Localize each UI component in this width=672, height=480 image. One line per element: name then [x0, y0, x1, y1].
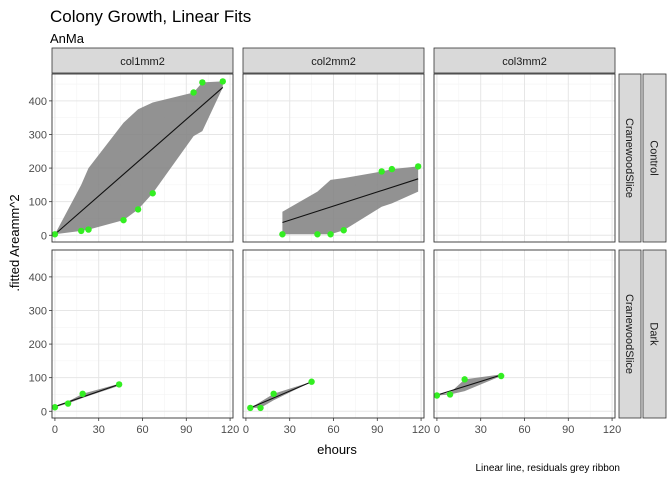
data-point — [446, 391, 454, 398]
panel-border — [433, 73, 616, 243]
x-tick-label: 60 — [327, 424, 339, 436]
x-tick-label: 90 — [562, 424, 574, 436]
data-point — [388, 165, 396, 173]
x-tick-label: 0 — [52, 424, 58, 436]
row-strip-inner — [618, 249, 642, 419]
row-strip-outer-label: Dark — [648, 322, 660, 346]
data-point — [247, 404, 254, 412]
data-point — [340, 227, 347, 234]
y-tick-label: 100 — [29, 197, 47, 209]
data-point — [497, 372, 505, 380]
data-point — [257, 404, 264, 412]
y-tick-label: 100 — [29, 373, 47, 385]
data-point — [314, 231, 321, 238]
data-point — [79, 390, 86, 398]
column-strip-label: col1mm2 — [120, 56, 165, 68]
linear-fit-line — [54, 87, 224, 235]
data-point — [378, 168, 385, 175]
x-tick-label: 30 — [284, 424, 296, 436]
linear-fit-line — [250, 381, 312, 409]
row-strip-inner-label: CranewoodSlice — [623, 294, 635, 374]
x-tick-label: 60 — [136, 424, 148, 436]
y-tick-label: 0 — [41, 406, 47, 418]
linear-fit-line — [436, 374, 502, 396]
x-tick-label: 0 — [434, 424, 440, 436]
data-point — [115, 381, 123, 388]
data-point — [120, 216, 127, 224]
y-tick-label: 200 — [29, 163, 47, 175]
data-point — [461, 376, 468, 383]
column-strip-label: col2mm2 — [311, 56, 356, 68]
data-point — [414, 163, 422, 170]
column-strip — [242, 47, 425, 74]
data-point — [190, 89, 197, 96]
column-strip — [51, 47, 234, 74]
y-tick-label: 0 — [41, 230, 47, 242]
chart-subtitle: AnMa — [50, 31, 85, 46]
facet-grid: col1mm2 col2mm2 col3mm2 CranewoodSlice Contr… — [29, 47, 667, 436]
linear-fit-line — [282, 178, 419, 224]
x-tick-label: 60 — [518, 424, 530, 436]
y-tick-label: 300 — [29, 129, 47, 141]
data-point — [51, 231, 59, 238]
x-tick-label: 120 — [603, 424, 621, 436]
data-point — [279, 231, 286, 238]
row-strip-outer — [642, 249, 667, 419]
row-strip-inner-label: CranewoodSlice — [623, 118, 635, 198]
y-tick-label: 300 — [29, 305, 47, 317]
data-point — [308, 378, 315, 385]
data-point — [270, 390, 277, 398]
row-strip-inner — [618, 73, 642, 243]
residual-ribbon — [54, 81, 223, 235]
column-strip — [433, 47, 616, 74]
x-tick-label: 90 — [180, 424, 192, 436]
row-strip-outer — [642, 73, 667, 243]
data-point — [199, 79, 206, 86]
data-point — [327, 231, 334, 238]
x-tick-label: 120 — [221, 424, 239, 436]
data-point — [51, 404, 59, 411]
x-tick-label: 0 — [243, 424, 249, 436]
data-point — [149, 190, 156, 197]
panel-border — [51, 73, 234, 243]
y-axis-label: .fitted Areamm^2 — [7, 194, 22, 291]
x-tick-label: 90 — [371, 424, 383, 436]
chart-caption: Linear line, residuals grey ribbon — [475, 463, 620, 474]
x-axis-label: ehours — [317, 442, 357, 457]
panel-border — [242, 73, 425, 243]
data-point — [134, 206, 142, 213]
chart-title: Colony Growth, Linear Fits — [50, 7, 251, 26]
data-point — [219, 78, 226, 85]
column-strip-label: col3mm2 — [502, 56, 547, 68]
data-point — [64, 400, 72, 407]
x-tick-label: 120 — [412, 424, 430, 436]
x-tick-label: 30 — [475, 424, 487, 436]
data-point — [433, 392, 441, 399]
y-tick-label: 200 — [29, 339, 47, 351]
data-point — [85, 226, 92, 233]
row-strip-outer-label: Control — [648, 140, 660, 175]
y-tick-label: 400 — [29, 272, 47, 284]
y-tick-label: 400 — [29, 96, 47, 108]
data-point — [77, 227, 85, 235]
x-tick-label: 30 — [93, 424, 105, 436]
